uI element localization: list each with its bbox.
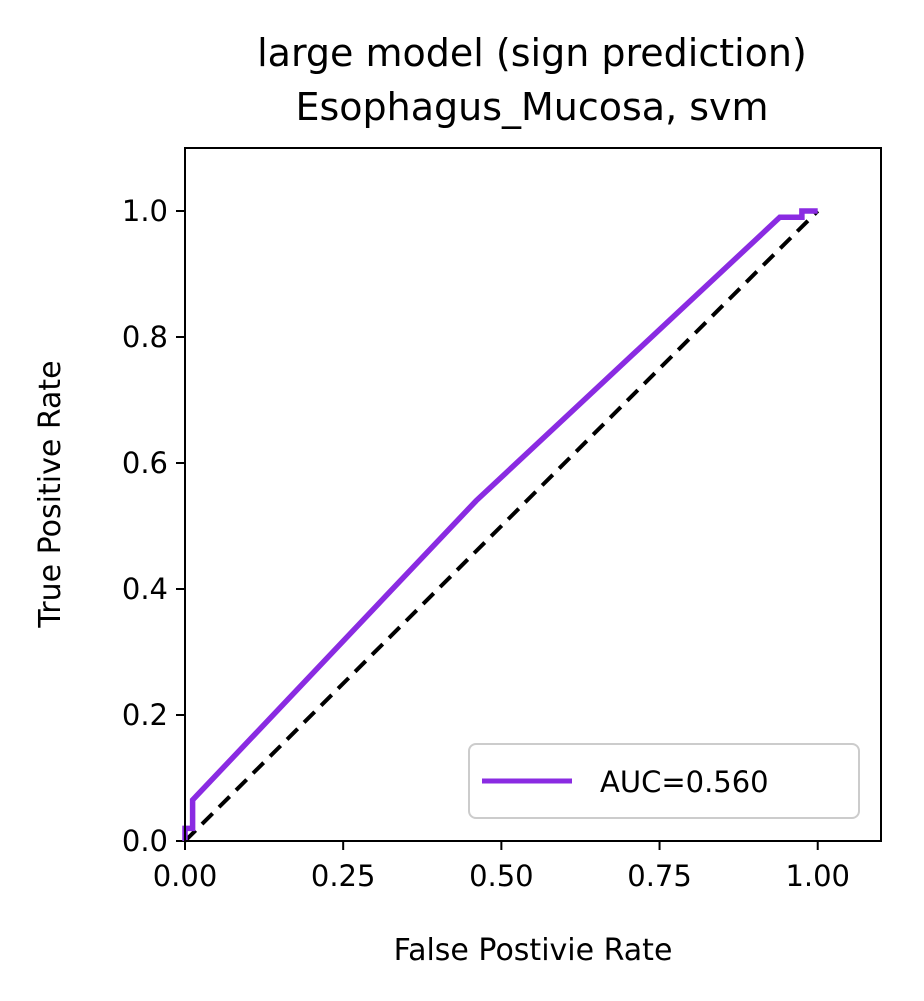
y-tick-label: 0.6: [122, 446, 168, 480]
roc-curve-line: [182, 208, 818, 841]
x-tick-label: 0.25: [311, 859, 376, 893]
x-tick-label: 0.75: [627, 859, 692, 893]
legend: AUC=0.560: [468, 743, 860, 819]
y-tick-label: 0.0: [122, 824, 168, 858]
legend-entry-label: AUC=0.560: [600, 765, 769, 799]
y-tick-label: 1.0: [122, 194, 168, 228]
y-tick-label: 0.8: [122, 320, 168, 354]
x-tick-label: 1.00: [785, 859, 850, 893]
plot-area: [182, 208, 820, 843]
y-tick-label: 0.2: [122, 698, 168, 732]
y-axis-label: True Positive Rate: [33, 360, 68, 628]
x-tick-label: 0.00: [153, 859, 218, 893]
x-tick-label: 0.50: [469, 859, 534, 893]
y-tick-label: 0.4: [122, 572, 168, 606]
legend-box: [468, 743, 860, 819]
chance-diagonal-line: [183, 209, 820, 843]
chart-subtitle: Esophagus_Mucosa, svm: [295, 85, 768, 129]
axis-ticks: 0.00 0.25 0.50 0.75 1.00 0.0 0.2 0.4 0.6 0.8 1.0: [122, 194, 850, 893]
chart-title: large model (sign prediction): [257, 31, 807, 75]
plot-frame: [184, 147, 882, 842]
x-axis-label: False Postivie Rate: [394, 933, 673, 968]
